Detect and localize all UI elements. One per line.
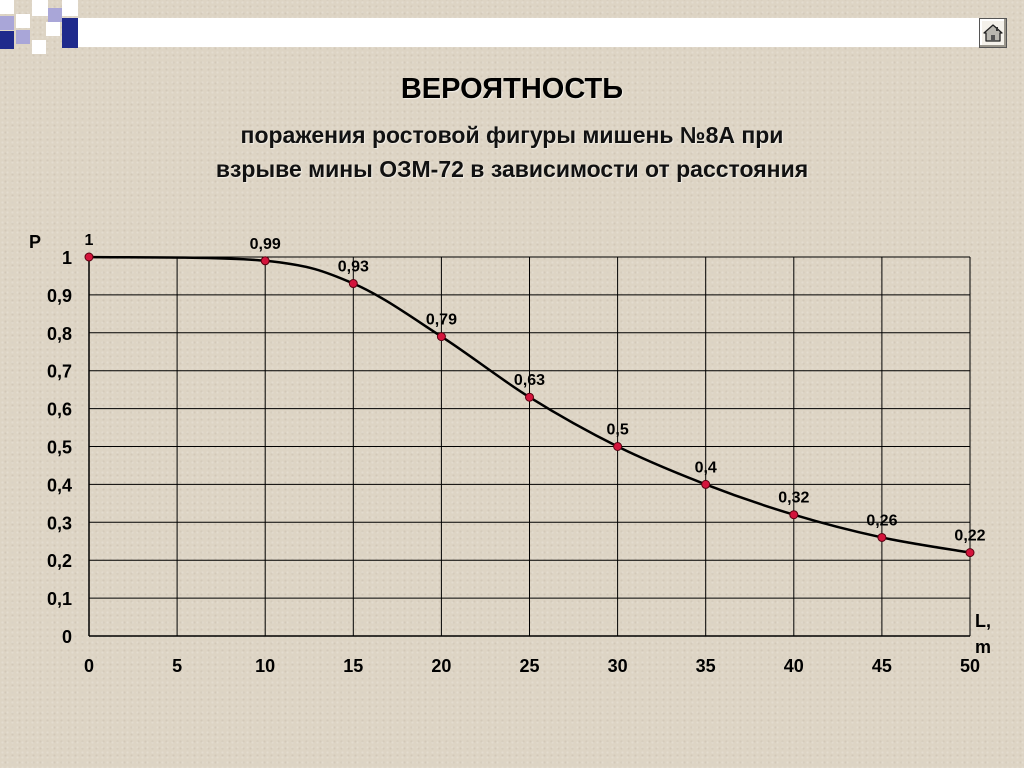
y-tick-label: 0,1	[47, 589, 72, 609]
y-tick-label: 0	[62, 627, 72, 647]
data-point	[525, 392, 534, 402]
chart-title: ВЕРОЯТНОСТЬ	[400, 73, 624, 105]
x-axis-label-unit: m	[975, 637, 991, 657]
decorative-squares	[0, 0, 983, 54]
home-icon	[983, 24, 1003, 42]
y-tick-label: 1	[62, 248, 72, 268]
x-tick-label: 0	[84, 656, 94, 676]
y-tick-label: 0,5	[47, 438, 72, 458]
data-point	[701, 479, 711, 489]
data-point	[789, 510, 799, 520]
x-tick-label: 25	[519, 656, 539, 676]
data-point	[965, 548, 975, 558]
data-point	[877, 532, 887, 542]
x-tick-label: 35	[696, 656, 716, 676]
data-label: 0,63	[514, 372, 545, 389]
x-tick-label: 20	[431, 656, 451, 676]
x-axis-label: L,	[975, 611, 991, 631]
data-label: 0,22	[954, 528, 985, 545]
data-label: 0,32	[778, 490, 809, 507]
y-tick-label: 0,2	[47, 551, 72, 571]
x-tick-label: 45	[872, 656, 892, 676]
data-point	[260, 256, 270, 266]
x-tick-label: 15	[343, 656, 363, 676]
data-label: 0,99	[250, 236, 281, 253]
y-tick-label: 0,6	[47, 400, 72, 420]
data-label: 0,4	[695, 459, 717, 476]
series-line	[88, 255, 971, 554]
x-tick-label: 50	[960, 656, 980, 676]
y-tick-label: 0,9	[47, 286, 72, 306]
data-point	[84, 252, 94, 262]
y-tick-label: 0,4	[47, 475, 72, 495]
y-tick-label: 0,3	[47, 513, 72, 533]
subtitle-line-2: взрыве мины ОЗМ-72 в зависимости от расс…	[215, 156, 809, 182]
x-tick-label: 5	[172, 656, 182, 676]
data-label: 1	[85, 232, 94, 249]
subtitle-line-1: поражения ростовой фигуры мишень №8А при	[240, 122, 784, 148]
chart-subtitle: поражения ростовой фигуры мишень №8А при…	[0, 118, 1024, 186]
data-point	[436, 332, 446, 342]
x-tick-label: 30	[608, 656, 628, 676]
data-label: 0,5	[606, 422, 628, 439]
home-button[interactable]	[979, 18, 1007, 48]
y-axis-label: P	[29, 232, 41, 252]
y-tick-label: 0,7	[47, 362, 72, 382]
x-tick-label: 40	[784, 656, 804, 676]
data-label: 0,79	[426, 312, 457, 329]
data-point	[348, 279, 358, 289]
x-tick-label: 10	[255, 656, 275, 676]
data-point	[613, 442, 623, 451]
data-label: 0,26	[866, 512, 897, 529]
y-tick-label: 0,8	[47, 324, 72, 344]
data-label: 0,93	[338, 259, 369, 276]
